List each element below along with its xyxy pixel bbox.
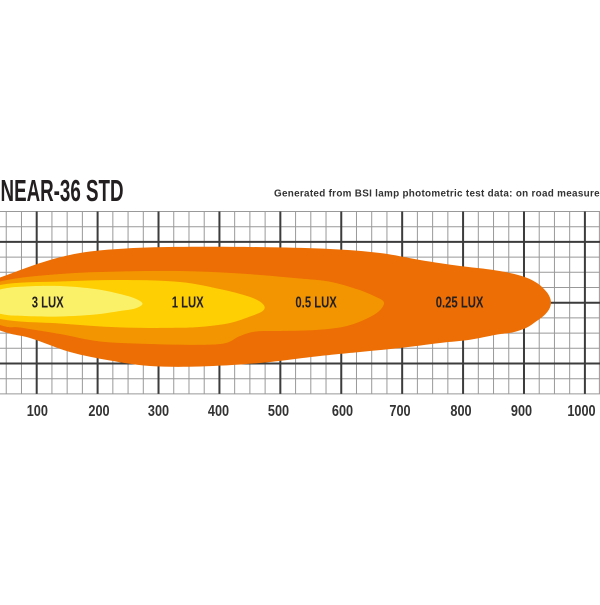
svg-text:300: 300 <box>148 403 169 420</box>
svg-text:700: 700 <box>389 403 410 420</box>
svg-text:1000: 1000 <box>567 403 595 420</box>
svg-text:500: 500 <box>268 403 289 420</box>
svg-text:900: 900 <box>511 403 532 420</box>
svg-text:0.25 LUX: 0.25 LUX <box>436 294 484 311</box>
svg-text:3 LUX: 3 LUX <box>32 294 64 311</box>
svg-text:400: 400 <box>208 403 229 420</box>
svg-text:Generated from BSI lamp photom: Generated from BSI lamp photometric test… <box>274 189 600 200</box>
svg-text:200: 200 <box>88 403 109 420</box>
svg-text:600: 600 <box>332 403 353 420</box>
svg-text:1 LUX: 1 LUX <box>172 294 204 311</box>
svg-text:100: 100 <box>27 403 48 420</box>
svg-text:0.5 LUX: 0.5 LUX <box>295 294 336 311</box>
svg-text:800: 800 <box>450 403 471 420</box>
svg-text:LINEAR-36 STD: LINEAR-36 STD <box>0 174 123 208</box>
